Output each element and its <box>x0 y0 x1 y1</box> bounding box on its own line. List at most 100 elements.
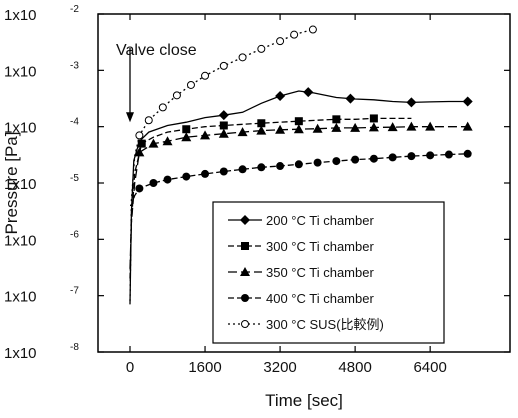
data-point <box>149 179 158 187</box>
y-tick-label: 1x10 <box>4 232 37 249</box>
data-point <box>238 165 247 174</box>
data-point <box>172 91 181 100</box>
legend-marker <box>241 320 249 328</box>
data-point <box>350 122 361 132</box>
axis-ticks: 1x10 -8 1x10 -7 1x10 -6 1x10 -5 1x10 -4 1x10 -3 1x10… <box>4 4 510 376</box>
legend-label: 300 °C Ti chamber <box>266 239 374 254</box>
data-point <box>293 124 304 134</box>
data-point <box>407 152 416 161</box>
y-tick-label: 1x10 <box>4 63 37 80</box>
series-5 <box>129 25 317 302</box>
data-point <box>369 154 378 163</box>
data-point <box>257 119 266 128</box>
data-point <box>134 147 145 157</box>
legend-marker <box>241 242 249 250</box>
legend-item: 400 °C Ti chamber <box>228 291 374 306</box>
data-point <box>463 149 472 158</box>
data-point <box>294 117 303 126</box>
data-point <box>331 122 342 132</box>
data-point <box>158 103 167 112</box>
legend-item: 300 °C Ti chamber <box>228 239 374 254</box>
series-4 <box>130 149 472 207</box>
data-point <box>257 163 266 172</box>
data-point <box>345 93 356 104</box>
data-point <box>425 121 436 131</box>
legend-marker <box>240 267 250 276</box>
data-point <box>387 122 398 132</box>
data-point <box>369 114 378 123</box>
data-point <box>312 123 323 133</box>
legend-items: 200 °C Ti chamber 300 °C Ti chamber 350 °C… <box>228 213 384 332</box>
data-point <box>406 121 417 131</box>
data-point <box>426 151 435 160</box>
data-point <box>351 155 360 164</box>
data-point <box>308 25 317 34</box>
x-axis-label: Time [sec] <box>265 391 343 410</box>
data-point <box>201 169 210 178</box>
series-line <box>129 126 468 269</box>
x-tick-label: 6400 <box>413 359 446 376</box>
data-point <box>290 30 299 39</box>
annotation-label: Valve close <box>116 42 197 59</box>
data-point <box>218 110 229 121</box>
y-tick-exponent: -7 <box>70 286 79 297</box>
data-point <box>275 91 286 102</box>
legend-marker <box>240 215 250 225</box>
data-point <box>462 96 473 107</box>
data-point <box>237 127 248 137</box>
data-point <box>219 61 228 70</box>
series-line <box>129 28 314 302</box>
data-point <box>276 162 285 171</box>
data-point <box>201 71 210 80</box>
series-2 <box>129 114 412 279</box>
y-tick-exponent: -3 <box>70 60 79 71</box>
series-line <box>129 90 468 305</box>
data-point <box>219 121 228 130</box>
data-point <box>444 150 453 159</box>
y-tick-label: 1x10 <box>4 7 37 24</box>
y-tick-exponent: -5 <box>70 173 79 184</box>
data-point <box>368 122 379 132</box>
data-point <box>148 138 159 148</box>
data-point <box>182 125 191 134</box>
y-tick-label: 1x10 <box>4 176 37 193</box>
annotation-arrowhead <box>126 112 134 123</box>
series-line <box>130 153 468 207</box>
data-point <box>406 97 417 108</box>
data-point <box>276 37 285 46</box>
data-point <box>182 172 191 181</box>
data-point <box>238 53 247 62</box>
y-tick-exponent: -6 <box>70 229 79 240</box>
data-point <box>181 132 192 142</box>
data-point <box>144 116 153 125</box>
legend-box <box>212 201 445 344</box>
y-tick-exponent: -8 <box>70 342 79 353</box>
x-tick-label: 0 <box>126 359 134 376</box>
y-tick-exponent: -2 <box>70 4 79 15</box>
y-tick-label: 1x10 <box>4 120 37 137</box>
data-point <box>163 175 172 184</box>
series-1 <box>129 87 473 305</box>
data-point <box>257 44 266 53</box>
y-tick-exponent: -4 <box>70 117 79 128</box>
data-point <box>218 128 229 138</box>
legend-label: 350 °C Ti chamber <box>266 265 374 280</box>
data-point <box>135 131 144 140</box>
data-point <box>200 130 211 140</box>
data-point <box>332 115 341 124</box>
data-point <box>186 80 195 89</box>
data-point <box>137 139 146 148</box>
legend-marker <box>241 294 249 302</box>
legend-item: 200 °C Ti chamber <box>228 213 374 228</box>
series-layer <box>129 25 473 305</box>
x-tick-label: 3200 <box>263 359 296 376</box>
series-3 <box>129 121 473 269</box>
legend-label: 400 °C Ti chamber <box>266 291 374 306</box>
y-tick-label: 1x10 <box>4 289 37 306</box>
y-tick-label: 1x10 <box>4 345 37 362</box>
data-point <box>219 167 228 176</box>
legend-label: 200 °C Ti chamber <box>266 213 374 228</box>
data-point <box>313 158 322 167</box>
y-axis-label: Pressure [Pa] <box>2 132 21 235</box>
